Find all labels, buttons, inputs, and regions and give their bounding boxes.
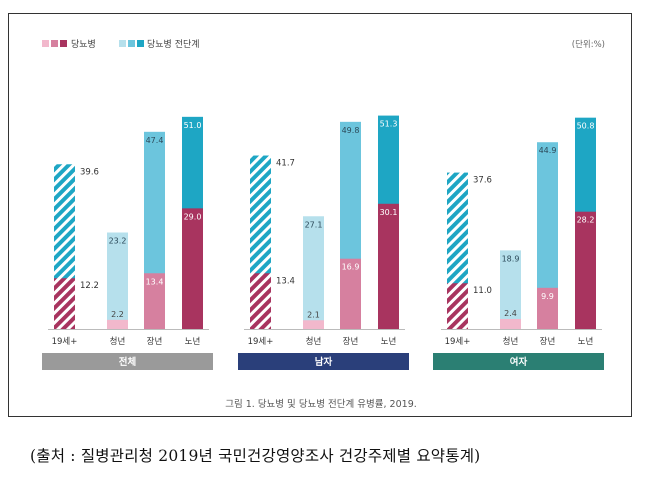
category-label: 청년 [110, 336, 126, 347]
diabetes-value-label: 28.2 [577, 216, 595, 225]
diabetes-bar [107, 319, 128, 329]
prediabetes-value-label: 44.9 [539, 146, 557, 155]
prediabetes-value-label: 27.1 [305, 220, 323, 229]
unit-label: (단위:%) [572, 39, 605, 50]
group-label: 전체 [119, 356, 136, 368]
prediabetes-value-label: 37.6 [473, 176, 492, 186]
legend-swatch [119, 40, 126, 47]
diabetes-value-label: 2.2 [111, 310, 124, 319]
category-label: 19세+ [248, 337, 274, 347]
prediabetes-value-label: 49.8 [342, 126, 360, 135]
diabetes-bar [575, 211, 596, 329]
figure-caption: 그림 1. 당뇨병 및 당뇨병 전단계 유병률, 2019. [225, 398, 417, 410]
diabetes-value-label: 13.4 [146, 277, 164, 286]
group-band [433, 353, 604, 370]
diabetes-bar [54, 278, 75, 329]
diabetes-value-label: 2.1 [307, 310, 320, 319]
category-label: 노년 [578, 336, 594, 347]
category-label: 19세+ [445, 337, 471, 347]
category-label: 장년 [343, 336, 359, 347]
category-label: 장년 [540, 336, 556, 347]
diabetes-bar [144, 273, 165, 329]
diabetes-value-label: 13.4 [276, 276, 295, 286]
diabetes-bar [250, 273, 271, 329]
group-band [238, 353, 409, 370]
legend-swatch [42, 40, 49, 47]
diabetes-bar [537, 287, 558, 329]
prediabetes-value-label: 39.6 [80, 167, 99, 177]
legend-swatch [137, 40, 144, 47]
prediabetes-value-label: 23.2 [109, 236, 127, 245]
source-caption: (출처 : 질병관리청 2019년 국민건강영양조사 건강주제별 요약통계) [30, 447, 481, 465]
prediabetes-value-label: 50.8 [577, 122, 595, 131]
prediabetes-value-label: 41.7 [276, 159, 295, 169]
legend-swatch [51, 40, 58, 47]
diabetes-bar [378, 203, 399, 329]
diabetes-bar [182, 208, 203, 329]
prediabetes-bar [500, 250, 521, 329]
category-label: 청년 [306, 336, 322, 347]
category-label: 노년 [381, 336, 397, 347]
diabetes-value-label: 12.2 [80, 281, 99, 291]
category-label: 청년 [503, 336, 519, 347]
prediabetes-value-label: 51.3 [380, 120, 398, 129]
diabetes-value-label: 2.4 [504, 309, 517, 318]
diabetes-bar [500, 319, 521, 329]
prediabetes-bar [303, 216, 324, 329]
diabetes-value-label: 29.0 [184, 212, 202, 221]
diabetes-bar [340, 258, 361, 329]
prediabetes-value-label: 51.0 [184, 121, 202, 130]
prediabetes-value-label: 47.4 [146, 136, 164, 145]
category-label: 노년 [185, 336, 201, 347]
diabetes-value-label: 11.0 [473, 286, 492, 296]
chart-frame: 당뇨병 당뇨병 전단계 (단위:%) 39.6 12.2 23.2 2.2 47.4 13.4 5… [8, 13, 632, 417]
group-label: 남자 [315, 356, 333, 368]
diabetes-value-label: 30.1 [380, 208, 398, 217]
prediabetes-bar [537, 142, 558, 329]
category-label: 장년 [147, 336, 163, 347]
prediabetes-bar [107, 232, 128, 329]
legend-prediabetes-label: 당뇨병 전단계 [147, 38, 200, 50]
prevalence-chart: 당뇨병 당뇨병 전단계 (단위:%) 39.6 12.2 23.2 2.2 47.4 13.4 5… [42, 38, 605, 410]
group-label: 여자 [510, 356, 528, 368]
group-band [42, 353, 213, 370]
category-label: 19세+ [52, 337, 78, 347]
diabetes-bar [447, 283, 468, 329]
prediabetes-value-label: 18.9 [502, 254, 520, 263]
diabetes-value-label: 9.9 [541, 292, 554, 301]
diabetes-value-label: 16.9 [342, 263, 360, 272]
legend-swatch [60, 40, 67, 47]
legend-diabetes-label: 당뇨병 [71, 39, 96, 50]
legend-swatch [128, 40, 135, 47]
diabetes-bar [303, 320, 324, 329]
